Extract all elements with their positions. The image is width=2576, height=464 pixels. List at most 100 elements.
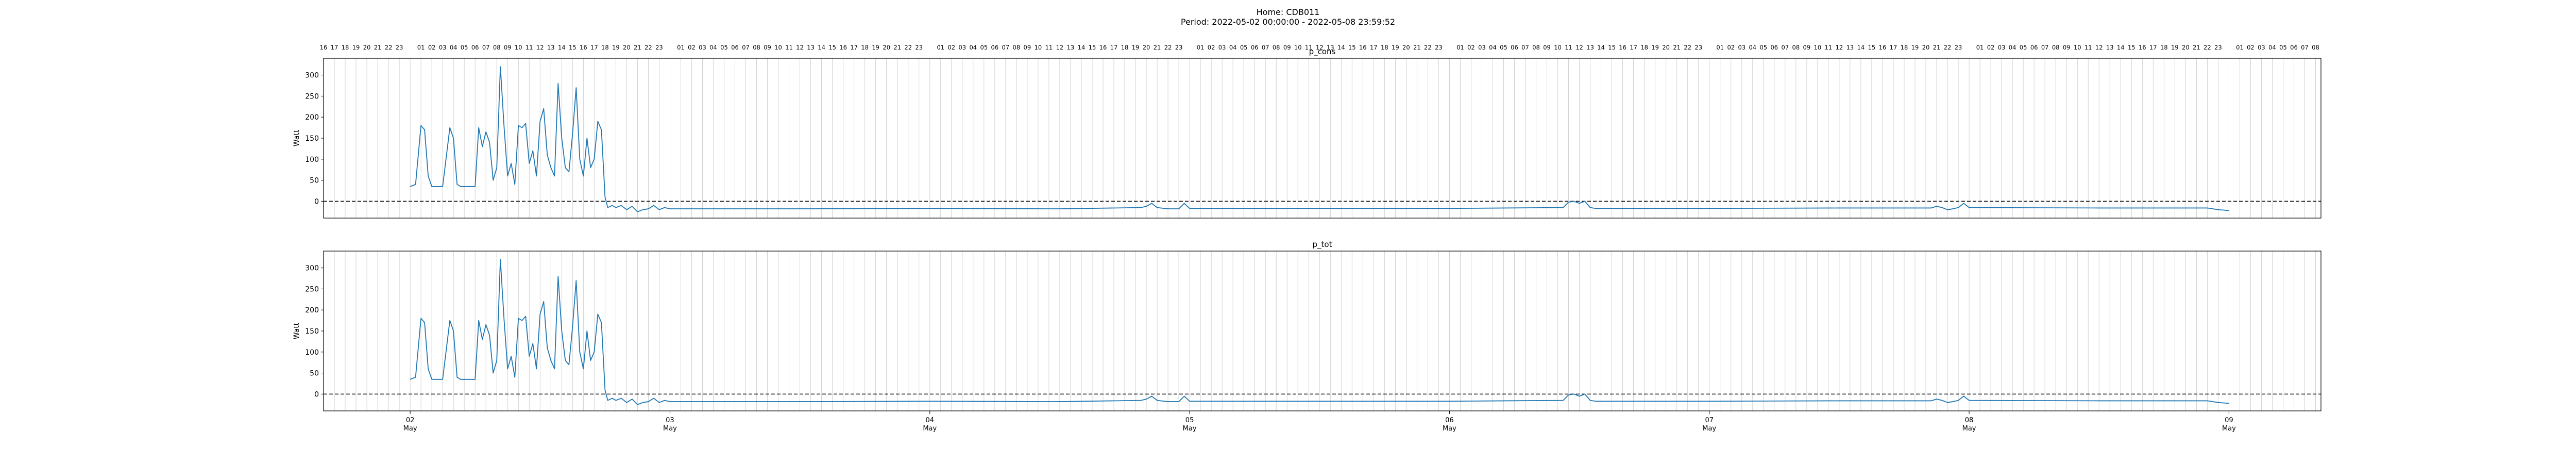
hour-tick-label: 07 (1002, 44, 1010, 51)
hour-tick-label: 11 (785, 44, 793, 51)
chart-panel-p_cons: 16 17 18 19 20 21 22 23 01 02 03 04 05 06 07 08 09 10 11 12… (293, 44, 2321, 219)
hour-tick-label: 03 (1478, 44, 1486, 51)
hour-tick-label: 20 (1922, 44, 1930, 51)
y-tick-label: 200 (305, 113, 319, 122)
hour-tick-label: 17 (331, 44, 338, 51)
hour-tick-label: 21 (1673, 44, 1681, 51)
hour-tick-label: 13 (1067, 44, 1075, 51)
hour-tick-label: 12 (1316, 44, 1324, 51)
y-tick-label: 50 (310, 177, 319, 185)
hour-tick-label: 04 (2009, 44, 2016, 51)
hour-tick-label: 17 (1630, 44, 1637, 51)
x-date-label-month: May (923, 425, 937, 433)
hour-tick-label: 16 (320, 44, 328, 51)
hour-tick-label: 03 (1738, 44, 1745, 51)
hour-tick-label: 19 (1392, 44, 1399, 51)
hour-tick-label: 07 (1262, 44, 1269, 51)
hour-tick-label: 05 (1759, 44, 1767, 51)
x-date-label-day: 08 (1965, 417, 1974, 424)
hour-tick-label: 20 (1662, 44, 1670, 51)
hour-tick-label: 22 (1164, 44, 1172, 51)
hour-tick-label: 18 (601, 44, 609, 51)
hour-tick-label: 07 (742, 44, 750, 51)
hour-tick-label: 15 (1868, 44, 1876, 51)
hour-tick-label: 01 (677, 44, 685, 51)
hour-tick-label: 12 (1836, 44, 1843, 51)
hour-tick-label: 20 (2182, 44, 2190, 51)
hour-tick-label: 07 (1782, 44, 1789, 51)
hour-tick-label: 07 (1521, 44, 1529, 51)
hour-tick-label: 16 (1879, 44, 1887, 51)
hour-tick-label: 06 (991, 44, 999, 51)
hour-tick-label: 22 (2204, 44, 2211, 51)
hour-tick-label: 20 (883, 44, 890, 51)
hour-tick-label: 22 (385, 44, 393, 51)
hour-tick-label: 09 (1803, 44, 1811, 51)
hour-tick-label: 16 (1359, 44, 1367, 51)
hour-tick-label: 09 (2063, 44, 2071, 51)
hour-tick-label: 08 (1013, 44, 1021, 51)
hour-tick-label: 13 (2106, 44, 2114, 51)
hour-tick-label: 05 (720, 44, 728, 51)
hour-tick-label: 07 (482, 44, 490, 51)
panel-title: p_tot (1313, 240, 1332, 250)
hour-tick-label: 21 (634, 44, 641, 51)
x-date-label-month: May (1962, 425, 1976, 433)
hour-tick-label: 03 (1998, 44, 2006, 51)
y-tick-label: 250 (305, 92, 319, 101)
hour-tick-label: 14 (818, 44, 825, 51)
hour-tick-label: 11 (1045, 44, 1053, 51)
y-tick-label: 300 (305, 264, 319, 273)
hour-tick-label: 06 (1511, 44, 1518, 51)
x-date-label-day: 09 (2225, 417, 2233, 424)
hour-tick-label: 09 (1543, 44, 1551, 51)
hour-tick-label: 04 (709, 44, 717, 51)
hour-tick-label: 06 (2030, 44, 2038, 51)
hour-tick-label: 02 (1467, 44, 1475, 51)
hour-tick-label: 11 (1825, 44, 1833, 51)
hour-tick-label: 01 (1197, 44, 1205, 51)
hour-tick-label: 15 (569, 44, 577, 51)
hour-tick-label: 08 (1792, 44, 1800, 51)
x-date-label-day: 05 (1185, 417, 1194, 424)
hour-tick-label: 01 (937, 44, 944, 51)
hour-tick-label: 06 (731, 44, 739, 51)
y-tick-label: 100 (305, 156, 319, 164)
hour-tick-label: 15 (1348, 44, 1356, 51)
x-date-label-day: 04 (925, 417, 934, 424)
hour-tick-label: 07 (2041, 44, 2049, 51)
hour-tick-label: 14 (558, 44, 566, 51)
hour-tick-label: 04 (2268, 44, 2276, 51)
hour-tick-label: 04 (1489, 44, 1497, 51)
hour-tick-label: 15 (1608, 44, 1616, 51)
hour-tick-label: 19 (1132, 44, 1140, 51)
period-title: Period: 2022-05-02 00:00:00 - 2022-05-08… (1180, 17, 1396, 27)
hour-tick-label: 17 (1890, 44, 1897, 51)
hour-tick-label: 15 (828, 44, 836, 51)
hour-tick-label: 02 (428, 44, 436, 51)
panel-title: p_cons (1309, 47, 1336, 57)
hour-tick-label: 06 (1251, 44, 1259, 51)
hour-tick-label: 10 (1814, 44, 1822, 51)
hour-tick-label: 04 (969, 44, 977, 51)
hour-tick-label: 04 (1749, 44, 1756, 51)
hour-tick-label: 23 (1175, 44, 1183, 51)
hour-tick-label: 23 (2214, 44, 2222, 51)
x-date-label-month: May (1443, 425, 1456, 433)
hour-tick-label: 07 (2301, 44, 2309, 51)
hour-tick-label: 10 (1294, 44, 1302, 51)
axes-frame (323, 251, 2321, 411)
chart-panel-p_tot: 050100150200250300Wattp_tot02May03May04M… (293, 240, 2321, 433)
hour-tick-label: 16 (1619, 44, 1626, 51)
hour-tick-label: 22 (1684, 44, 1691, 51)
hour-tick-label: 08 (1532, 44, 1540, 51)
hour-tick-label: 01 (2236, 44, 2244, 51)
hour-tick-label: 21 (893, 44, 901, 51)
hour-tick-label: 02 (1727, 44, 1735, 51)
hour-tick-label: 23 (915, 44, 923, 51)
y-tick-label: 0 (314, 197, 319, 206)
hour-tick-label: 12 (1575, 44, 1583, 51)
hour-tick-label: 15 (2128, 44, 2136, 51)
hour-tick-label: 14 (2117, 44, 2125, 51)
hour-tick-label: 09 (504, 44, 512, 51)
